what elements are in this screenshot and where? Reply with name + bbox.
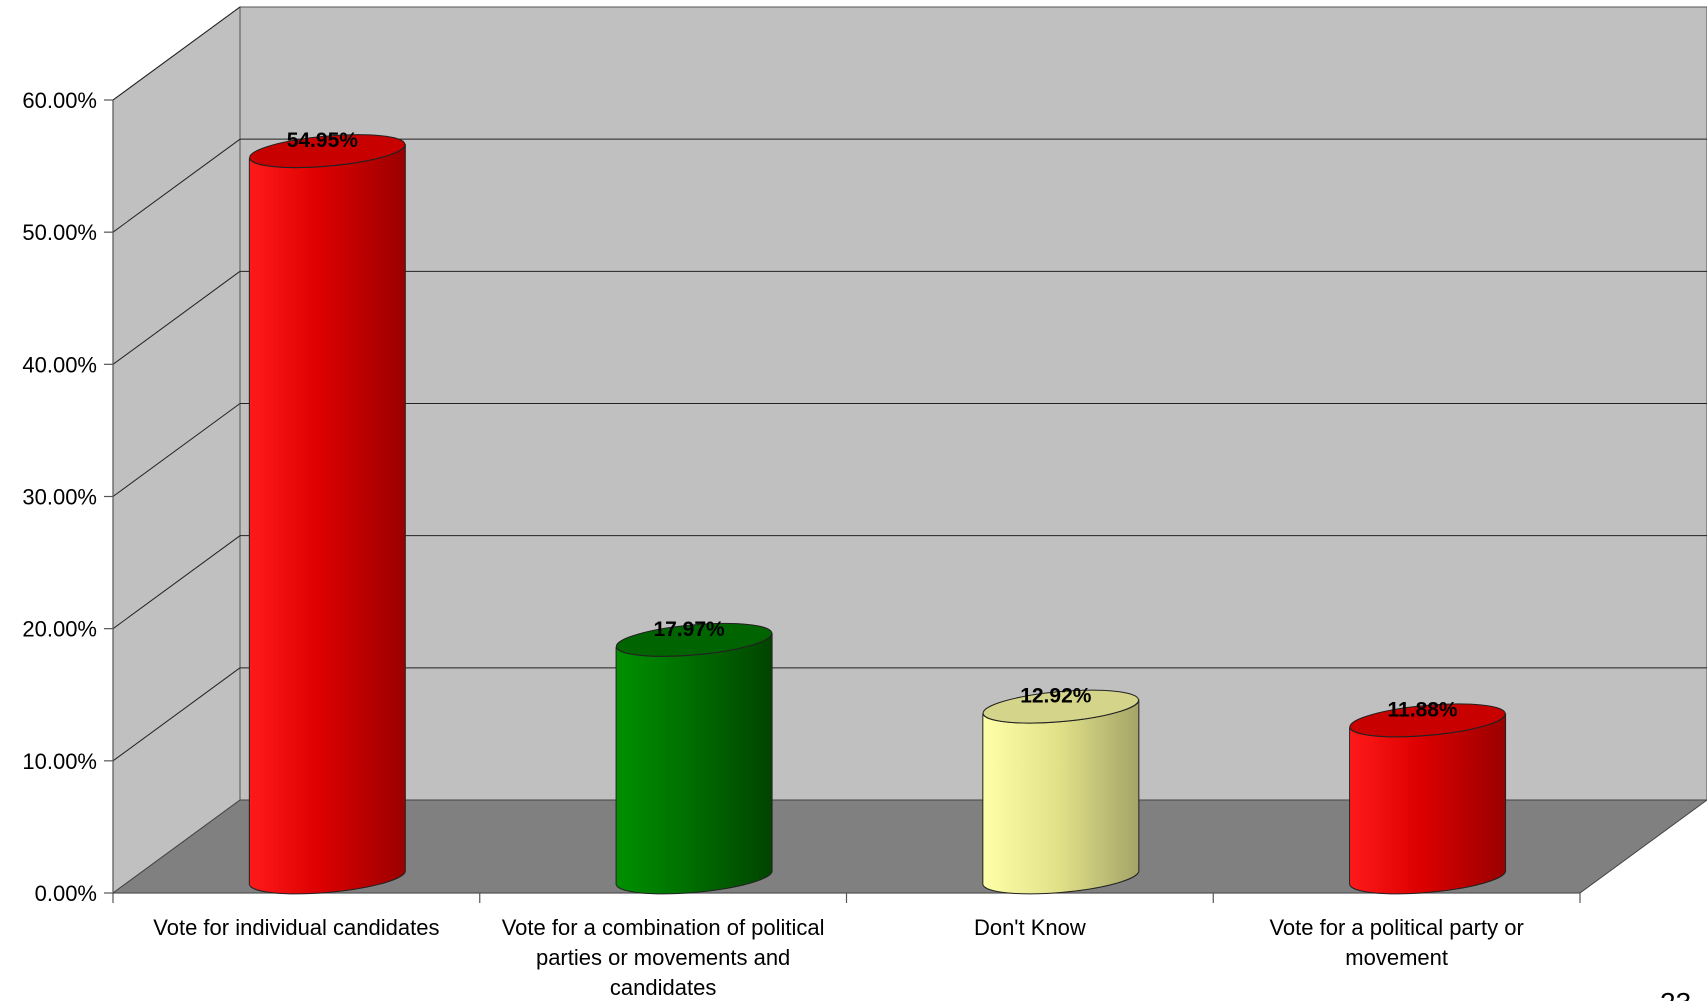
gridline-side — [112, 535, 241, 630]
bars: 54.95% 17.97% 12.92% 11.88% — [248, 129, 1507, 895]
y-tick-label: 30.00% — [22, 485, 97, 510]
gridlines — [112, 6, 1707, 762]
bar-3: 12.92% — [982, 685, 1140, 895]
bar-4: 11.88% — [1349, 698, 1507, 895]
bar-body — [248, 144, 406, 895]
data-label: 17.97% — [653, 618, 725, 641]
x-category-label: Don't Know — [974, 915, 1086, 940]
bar-body — [615, 632, 773, 895]
bar-1: 54.95% — [248, 129, 406, 895]
y-tick-label: 0.00% — [35, 881, 97, 906]
gridline-side — [112, 403, 241, 497]
y-tick-label: 20.00% — [22, 617, 97, 642]
y-tick-label: 50.00% — [22, 220, 97, 245]
y-axis-tick-labels: 0.00% 10.00% 20.00% 30.00% 40.00% 50.00% 60.00… — [22, 88, 97, 906]
data-label: 12.92% — [1020, 685, 1092, 708]
bar-body — [982, 699, 1140, 895]
x-category-label: Vote for a combination of political parti… — [502, 915, 825, 1000]
bar-top — [1349, 703, 1506, 738]
axes — [104, 99, 1581, 903]
x-category-label: Vote for a political party or movement — [1269, 915, 1523, 970]
bar-top — [615, 622, 773, 657]
x-category-label: Vote for individual candidates — [153, 915, 439, 940]
gridline-side — [112, 270, 241, 365]
gridline-side — [112, 6, 241, 101]
data-label: 11.88% — [1388, 698, 1458, 721]
bar-body — [1349, 713, 1507, 895]
gridline-side — [112, 138, 241, 233]
data-label: 54.95% — [287, 129, 359, 152]
y-tick-label: 10.00% — [22, 749, 97, 774]
y-tick-label: 60.00% — [22, 88, 97, 113]
y-tick-label: 40.00% — [22, 352, 97, 377]
page-number: 23 — [1660, 987, 1691, 1001]
bar-top — [982, 689, 1140, 724]
gridline-side — [112, 667, 241, 762]
bar-2: 17.97% — [615, 618, 773, 895]
x-axis-category-labels: Vote for individual candidates Vote for a… — [153, 915, 1524, 1000]
bar-top — [249, 134, 406, 169]
